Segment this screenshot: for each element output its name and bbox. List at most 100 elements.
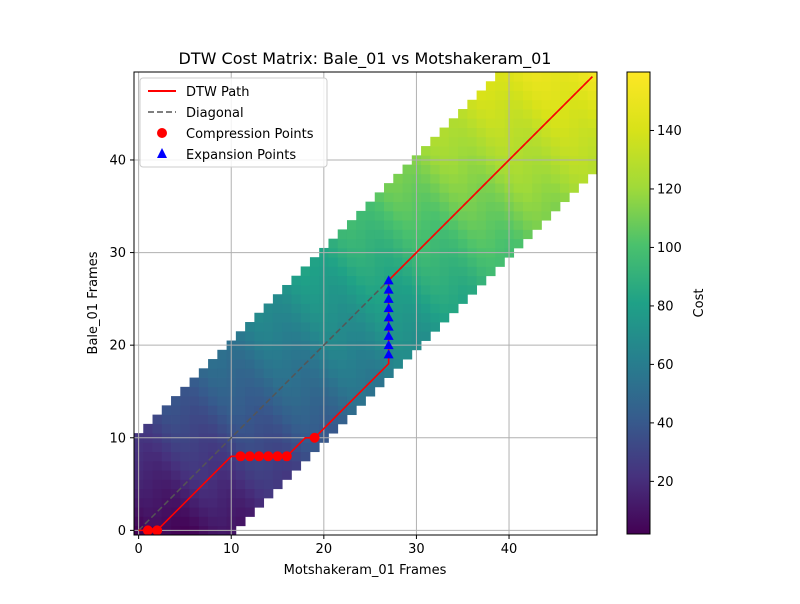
heat-cell — [587, 109, 597, 119]
heat-cell — [235, 368, 246, 378]
heat-cell — [458, 275, 468, 286]
heat-cell — [198, 423, 209, 434]
heat-cell — [587, 99, 597, 110]
heat-cell — [402, 303, 413, 314]
heat-cell — [180, 451, 190, 462]
heat-cell — [430, 146, 440, 156]
heat-cell — [532, 109, 542, 119]
heat-cell — [476, 238, 487, 249]
heat-cell — [346, 377, 357, 388]
heat-cell — [365, 220, 376, 230]
heat-cell — [532, 201, 542, 212]
heat-cell — [356, 322, 366, 332]
heat-cell — [272, 396, 283, 406]
heat-cell — [393, 192, 403, 203]
heat-cell — [208, 405, 218, 416]
heat-cell — [467, 284, 478, 295]
heat-cell — [458, 173, 468, 184]
heat-cell — [328, 312, 339, 323]
heat-cell — [430, 201, 440, 212]
heat-cell — [384, 266, 394, 277]
heat-cell — [448, 303, 459, 314]
heat-cell — [559, 146, 570, 156]
heat-cell — [282, 470, 292, 480]
heat-cell — [485, 183, 496, 193]
heat-cell — [513, 210, 524, 221]
heat-cell — [393, 284, 403, 295]
heat-cell — [578, 146, 589, 156]
heat-cell — [245, 460, 255, 471]
heat-cell — [541, 72, 552, 82]
heat-cell — [374, 266, 385, 277]
heat-cell — [430, 294, 440, 304]
heat-cell — [309, 275, 320, 286]
x-axis-ticks: 0 10 20 30 40 — [134, 535, 517, 557]
heat-cell — [402, 275, 413, 286]
heat-cell — [393, 303, 403, 314]
heat-cell — [430, 238, 440, 249]
heat-cell — [402, 201, 413, 212]
heat-cell — [485, 220, 496, 230]
heat-cell — [402, 192, 413, 203]
heat-cell — [532, 192, 542, 203]
x-tick-label: 30 — [408, 542, 425, 557]
heat-cell — [143, 488, 153, 499]
legend-label-diagonal: Diagonal — [186, 106, 244, 121]
heat-cell — [356, 368, 366, 378]
heat-cell — [578, 173, 589, 184]
heat-cell — [272, 322, 283, 332]
heat-cell — [152, 488, 163, 499]
heat-cell — [356, 257, 366, 267]
heat-cell — [402, 210, 413, 221]
compression-point — [235, 451, 246, 462]
heat-cell — [569, 72, 579, 82]
heat-cell — [476, 173, 487, 184]
heat-cell — [263, 405, 274, 416]
heat-cell — [337, 396, 348, 406]
heat-cell — [300, 442, 311, 453]
colorbar-tick-label: 100 — [657, 241, 682, 256]
heat-cell — [476, 164, 487, 175]
heat-cell — [541, 109, 552, 119]
heat-cell — [365, 210, 376, 221]
heat-cell — [569, 99, 579, 110]
heat-cell — [254, 349, 265, 360]
heat-cell — [189, 442, 200, 453]
heat-cell — [208, 359, 218, 369]
heat-cell — [161, 507, 172, 517]
heat-cell — [263, 488, 274, 499]
heat-cell — [300, 331, 311, 341]
heat-cell — [578, 99, 589, 110]
heat-cell — [254, 442, 265, 453]
heat-cell — [152, 507, 163, 517]
heat-cell — [291, 451, 302, 462]
heat-cell — [235, 414, 246, 425]
heat-cell — [217, 368, 227, 378]
heat-cell — [559, 118, 570, 128]
heat-cell — [578, 109, 589, 119]
heat-cell — [189, 414, 200, 425]
heat-cell — [495, 229, 505, 240]
heat-cell — [171, 442, 181, 453]
heat-cell — [328, 368, 339, 378]
heat-cell — [300, 423, 311, 434]
heat-cell — [263, 386, 274, 397]
heat-cell — [550, 201, 561, 212]
heat-cell — [513, 81, 524, 91]
heat-cell — [291, 303, 302, 314]
heat-cell — [189, 386, 200, 397]
heat-cell — [208, 460, 218, 471]
heat-cell — [476, 118, 487, 128]
heat-cell — [467, 146, 478, 156]
x-tick-label: 20 — [316, 542, 333, 557]
heat-cell — [374, 322, 385, 332]
heat-cell — [337, 368, 348, 378]
heat-cell — [458, 266, 468, 277]
heat-cell — [467, 173, 478, 184]
heat-cell — [513, 136, 524, 147]
heat-cell — [198, 377, 209, 388]
heat-cell — [430, 284, 440, 295]
heat-cell — [402, 284, 413, 295]
chart-title: DTW Cost Matrix: Bale_01 vs Motshakeram_… — [179, 49, 552, 69]
